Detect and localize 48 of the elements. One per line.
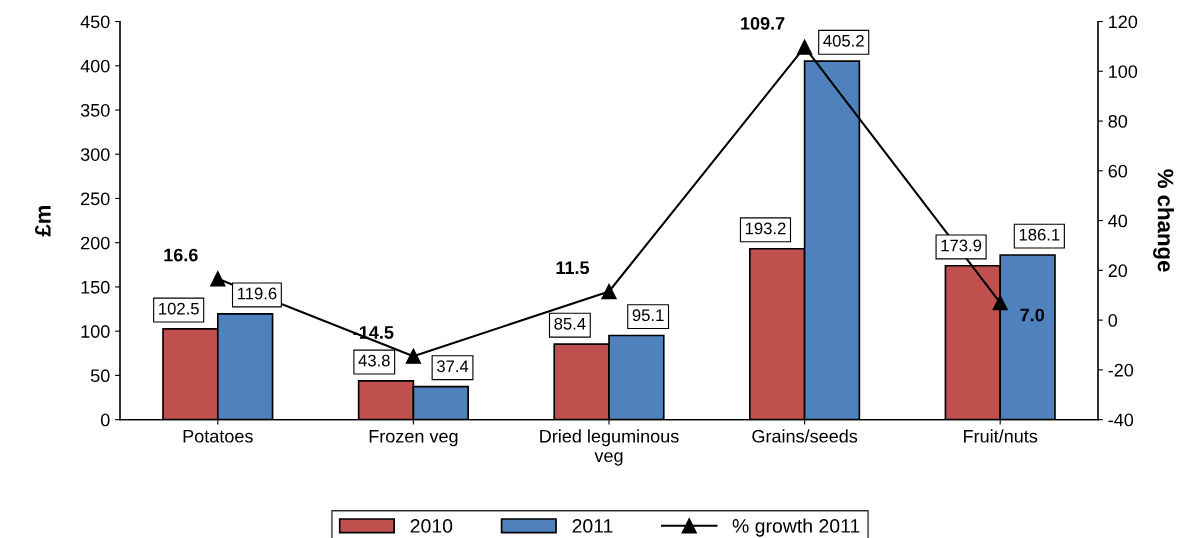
legend-label: 2010	[410, 519, 453, 533]
point	[210, 271, 226, 287]
y-tick-label: 350	[80, 103, 110, 117]
y-tick-label: 450	[80, 15, 110, 29]
x-tick-label: Dried leguminous veg	[540, 429, 679, 466]
point	[796, 39, 813, 55]
data-label: 109.7	[741, 16, 785, 30]
x-tick-label: Fruit/nuts	[964, 429, 1038, 443]
data-label: 405.2	[823, 34, 864, 47]
y2-axis-title: % change	[1153, 169, 1174, 272]
legend-label: % growth 2011	[732, 518, 860, 537]
point	[601, 283, 617, 300]
y-tick-label: 250	[81, 192, 110, 206]
y2-tick-label: -40	[1108, 413, 1134, 427]
y2-tick-label: 120	[1109, 15, 1138, 29]
data-label: 85.4	[554, 317, 586, 330]
legend-label: 2011	[572, 519, 613, 533]
y2-tick-label: 0	[1108, 314, 1118, 327]
y-tick-label: 400	[80, 59, 110, 73]
data-label: 16.6	[164, 248, 198, 262]
data-label: 7.0	[1020, 308, 1044, 322]
data-label: 173.9	[941, 239, 982, 252]
y2-tick-label: 20	[1108, 264, 1128, 278]
data-label: 186.1	[1019, 228, 1060, 241]
data-label: 43.8	[358, 354, 390, 367]
data-label: 95.1	[632, 309, 664, 322]
y-tick-label: 150	[81, 280, 110, 294]
y-tick-label: 0	[100, 413, 110, 427]
y2-tick-label: -20	[1108, 363, 1134, 377]
y2-tick-label: 100	[1109, 65, 1138, 79]
y2-tick-label: 40	[1108, 214, 1128, 228]
y2-tick-label: 80	[1108, 114, 1128, 128]
data-label: 119.6	[237, 287, 277, 300]
data-label: 37.4	[436, 360, 469, 373]
y-tick-label: 50	[90, 369, 110, 383]
data-label: 102.5	[159, 302, 199, 315]
point	[992, 295, 1008, 311]
y2-tick-label: 60	[1108, 164, 1128, 178]
point	[405, 348, 422, 364]
data-label: 11.5	[556, 261, 590, 275]
data-label: 193.2	[745, 222, 786, 235]
x-tick-label: Potatoes	[183, 430, 253, 443]
y-axis-title: £m	[35, 205, 51, 237]
x-tick-label: Grains/seeds	[752, 429, 858, 443]
y-tick-label: 300	[80, 148, 110, 161]
x-tick-label: Frozen veg	[369, 430, 458, 447]
y-tick-label: 100	[81, 325, 110, 338]
y-tick-label: 200	[81, 236, 110, 250]
